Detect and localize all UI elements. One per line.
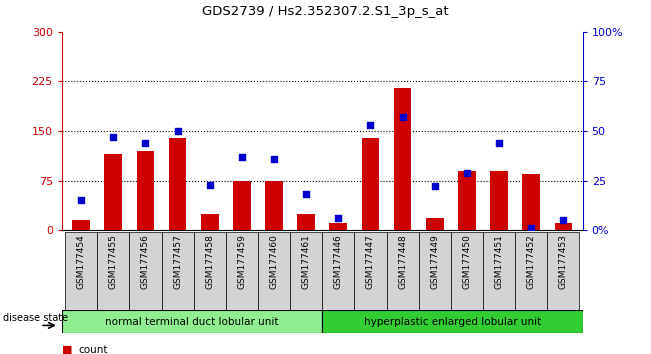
Bar bbox=[130, 232, 161, 310]
Point bbox=[76, 198, 87, 203]
Bar bbox=[419, 232, 451, 310]
Bar bbox=[62, 310, 322, 333]
Bar bbox=[226, 232, 258, 310]
Text: GSM177460: GSM177460 bbox=[270, 234, 279, 289]
Point bbox=[140, 140, 150, 146]
Bar bbox=[322, 232, 354, 310]
Text: normal terminal duct lobular unit: normal terminal duct lobular unit bbox=[105, 317, 279, 327]
Text: GSM177451: GSM177451 bbox=[495, 234, 504, 289]
Point bbox=[365, 122, 376, 128]
Bar bbox=[298, 213, 315, 230]
Bar bbox=[137, 151, 154, 230]
Text: GDS2739 / Hs2.352307.2.S1_3p_s_at: GDS2739 / Hs2.352307.2.S1_3p_s_at bbox=[202, 5, 449, 18]
Bar bbox=[458, 171, 476, 230]
Text: GSM177449: GSM177449 bbox=[430, 234, 439, 289]
Bar bbox=[522, 174, 540, 230]
Bar bbox=[258, 232, 290, 310]
Text: hyperplastic enlarged lobular unit: hyperplastic enlarged lobular unit bbox=[364, 317, 541, 327]
Point bbox=[173, 128, 183, 134]
Point bbox=[108, 134, 118, 140]
Bar bbox=[394, 88, 411, 230]
Point bbox=[430, 184, 440, 189]
Text: ■: ■ bbox=[62, 345, 72, 354]
Text: GSM177447: GSM177447 bbox=[366, 234, 375, 289]
Point bbox=[558, 217, 568, 223]
Text: GSM177450: GSM177450 bbox=[462, 234, 471, 289]
Bar bbox=[201, 213, 219, 230]
Bar bbox=[161, 232, 193, 310]
Bar bbox=[490, 171, 508, 230]
Bar bbox=[555, 223, 572, 230]
Bar bbox=[193, 232, 226, 310]
Point bbox=[333, 215, 344, 221]
Bar bbox=[265, 181, 283, 230]
Point bbox=[237, 154, 247, 160]
Bar bbox=[354, 232, 387, 310]
Bar bbox=[361, 138, 380, 230]
Bar bbox=[290, 232, 322, 310]
Text: GSM177456: GSM177456 bbox=[141, 234, 150, 289]
Bar bbox=[426, 218, 443, 230]
Bar bbox=[322, 310, 583, 333]
Bar bbox=[387, 232, 419, 310]
Bar bbox=[547, 232, 579, 310]
Text: GSM177457: GSM177457 bbox=[173, 234, 182, 289]
Bar bbox=[483, 232, 515, 310]
Text: GSM177461: GSM177461 bbox=[301, 234, 311, 289]
Text: count: count bbox=[78, 345, 107, 354]
Text: GSM177459: GSM177459 bbox=[238, 234, 246, 289]
Text: GSM177454: GSM177454 bbox=[77, 234, 86, 289]
Point bbox=[301, 192, 311, 197]
Text: GSM177452: GSM177452 bbox=[527, 234, 536, 289]
Text: GSM177448: GSM177448 bbox=[398, 234, 407, 289]
Point bbox=[494, 140, 505, 146]
Text: GSM177458: GSM177458 bbox=[205, 234, 214, 289]
Point bbox=[462, 170, 472, 176]
Text: GSM177455: GSM177455 bbox=[109, 234, 118, 289]
Point bbox=[269, 156, 279, 161]
Text: disease state: disease state bbox=[3, 313, 68, 324]
Bar bbox=[451, 232, 483, 310]
Point bbox=[397, 114, 408, 120]
Text: GSM177446: GSM177446 bbox=[334, 234, 343, 289]
Bar bbox=[169, 138, 186, 230]
Point bbox=[204, 182, 215, 187]
Bar bbox=[233, 181, 251, 230]
Bar bbox=[104, 154, 122, 230]
Bar bbox=[72, 220, 90, 230]
Bar bbox=[65, 232, 97, 310]
Bar bbox=[329, 223, 347, 230]
Point bbox=[526, 225, 536, 231]
Text: GSM177453: GSM177453 bbox=[559, 234, 568, 289]
Bar bbox=[515, 232, 547, 310]
Bar bbox=[97, 232, 130, 310]
